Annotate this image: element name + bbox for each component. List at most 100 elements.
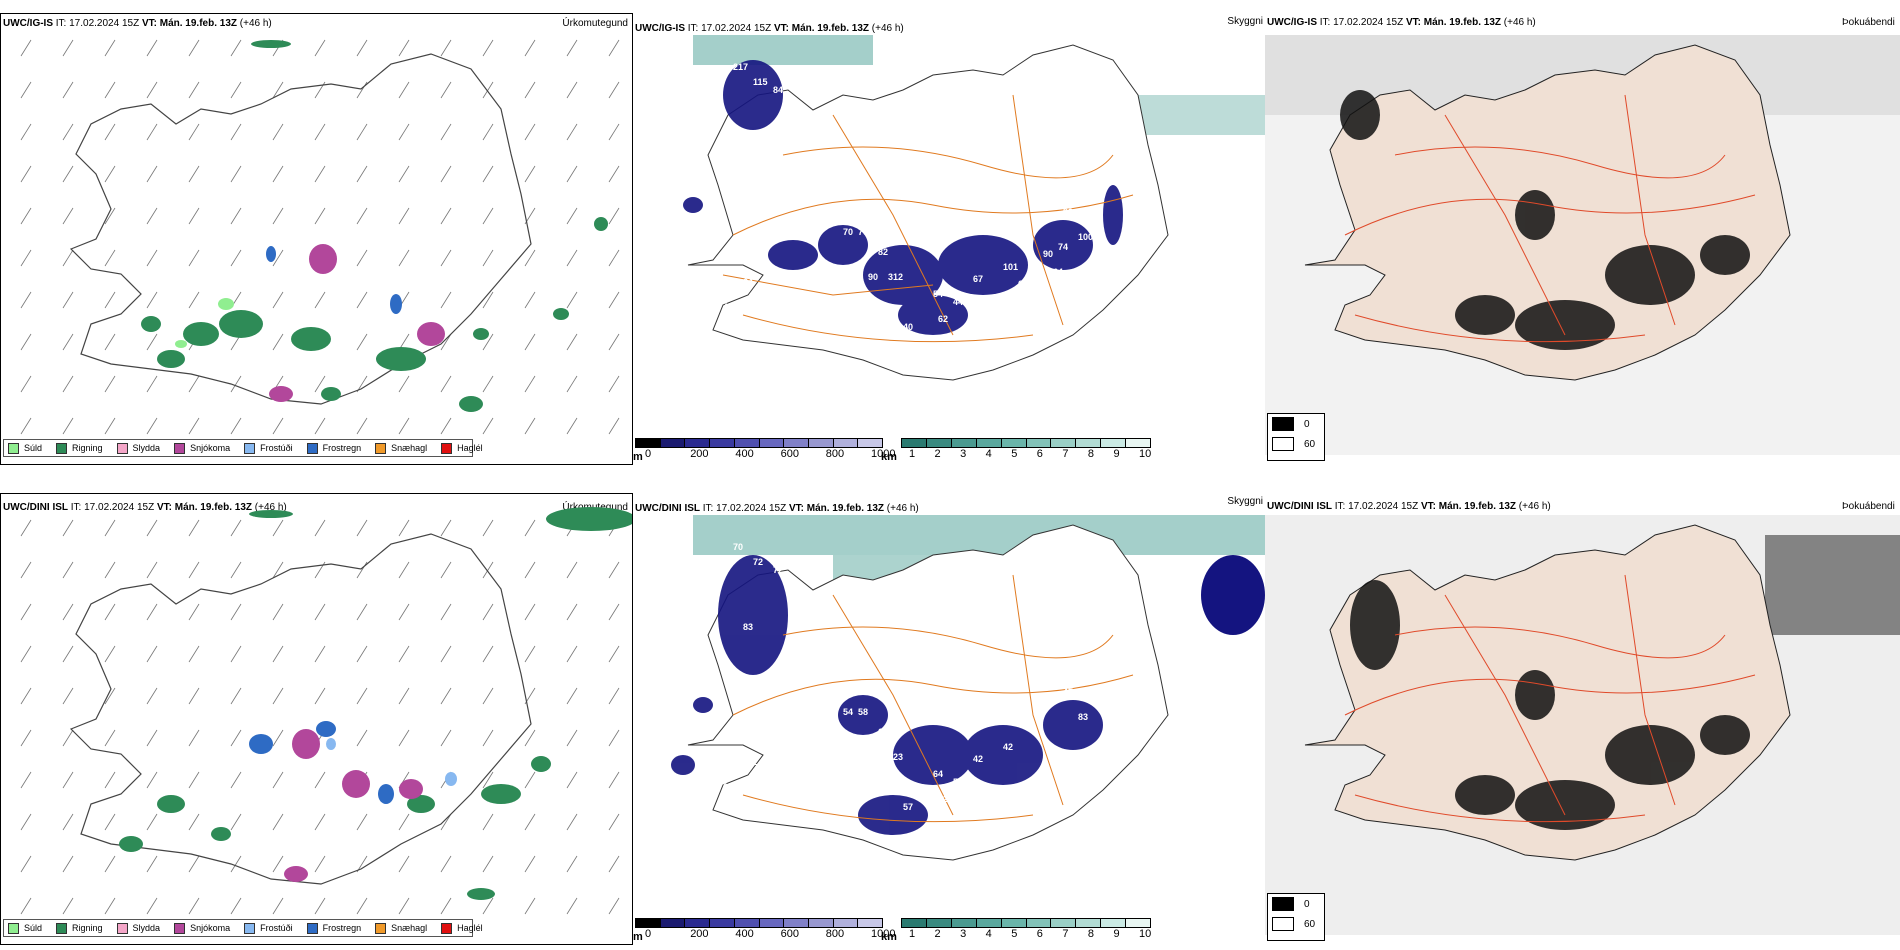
legend-swatch xyxy=(8,442,19,454)
wind-barb xyxy=(20,897,32,915)
wind-barb xyxy=(62,207,74,225)
panel-header: UWC/IG-IS IT: 17.02.2024 15Z VT: Mán. 19… xyxy=(635,23,904,34)
fog-legend-swatch xyxy=(1272,897,1294,911)
wind-barb xyxy=(608,375,620,393)
wind-barb xyxy=(314,165,326,183)
wind-barb xyxy=(356,81,368,99)
wind-barb xyxy=(20,855,32,873)
wind-barb xyxy=(608,333,620,351)
legend-swatch xyxy=(56,922,68,934)
wind-barb xyxy=(62,645,74,663)
wind-barb xyxy=(20,771,32,789)
wind-barb xyxy=(62,813,74,831)
colorbar-segment xyxy=(734,439,760,447)
legend-swatch xyxy=(116,922,128,934)
wind-barb xyxy=(566,249,578,267)
wind-barb xyxy=(398,249,410,267)
wind-barb xyxy=(356,603,368,621)
wind-barb xyxy=(524,519,536,537)
terrain-colorbar: 0 200 400 600 800 1000 xyxy=(635,918,895,940)
wind-barb xyxy=(104,897,116,915)
fog-legend-item: 0 xyxy=(1268,414,1324,434)
colorbar-segment xyxy=(1101,919,1127,927)
wind-barb xyxy=(104,603,116,621)
wind-barb xyxy=(524,81,536,99)
cloud-base-label: 223 xyxy=(888,752,903,762)
wind-barb xyxy=(566,729,578,747)
wind-barb xyxy=(398,603,410,621)
wind-barb xyxy=(188,39,200,57)
wind-barb xyxy=(146,729,158,747)
wind-barb xyxy=(566,165,578,183)
colorbar-segment xyxy=(1076,919,1102,927)
wind-barb xyxy=(62,375,74,393)
legend-item: Snæhagl xyxy=(375,922,427,934)
wind-barb xyxy=(398,165,410,183)
legend-item: Snæhagl xyxy=(375,442,427,454)
cloud-base-label: 76 xyxy=(858,227,868,237)
cloud-base-label: 64 xyxy=(878,727,888,737)
wind-barb xyxy=(20,81,32,99)
colorbar-segment xyxy=(951,439,977,447)
wind-barb xyxy=(566,39,578,57)
legend-swatch xyxy=(441,922,453,934)
wind-barb xyxy=(398,123,410,141)
wind-barb xyxy=(272,123,284,141)
cloud-base-label: 47 xyxy=(1063,687,1073,697)
wind-barb xyxy=(188,291,200,309)
colorbar-segment xyxy=(833,919,859,927)
colorbar-segment xyxy=(660,919,686,927)
visibility-unit: km xyxy=(881,451,897,463)
fog-legend-item: 0 xyxy=(1268,894,1324,914)
wind-barb xyxy=(398,561,410,579)
wind-barb xyxy=(62,333,74,351)
legend-swatch xyxy=(174,442,186,454)
wind-barb xyxy=(20,603,32,621)
wind-barb xyxy=(272,561,284,579)
colorbar-segment xyxy=(858,439,883,447)
wind-barb xyxy=(20,813,32,831)
wind-barb xyxy=(146,207,158,225)
cloud-base-label: 64 xyxy=(1053,267,1063,277)
wind-barb xyxy=(440,123,452,141)
wind-barb xyxy=(20,333,32,351)
colorbar-tick: 2 xyxy=(934,928,941,940)
wind-barb xyxy=(356,39,368,57)
wind-barb xyxy=(524,123,536,141)
wind-barb xyxy=(524,417,536,435)
wind-barb xyxy=(188,855,200,873)
wind-barb xyxy=(314,375,326,393)
colorbar-tick: 3 xyxy=(960,928,967,940)
legend-swatch xyxy=(8,922,19,934)
wind-barb xyxy=(230,165,242,183)
wind-barb xyxy=(272,771,284,789)
wind-barb xyxy=(608,249,620,267)
wind-barb xyxy=(104,123,116,141)
wind-barb xyxy=(188,249,200,267)
wind-barb xyxy=(608,165,620,183)
fog-legend-label: 0 xyxy=(1304,418,1310,430)
wind-barb xyxy=(524,39,536,57)
wind-barb xyxy=(188,375,200,393)
cloud-base-label: 54 xyxy=(843,707,853,717)
colorbar-segment xyxy=(951,919,977,927)
legend-item: Haglél xyxy=(441,442,483,454)
wind-barb xyxy=(482,645,494,663)
wind-barb xyxy=(314,645,326,663)
cloud-base-label: 42 xyxy=(973,754,983,764)
panel-title: Þokuábendi xyxy=(1842,501,1895,512)
precip-legend: Súld Rigning Slydda Snjókoma Frostúði Frostre… xyxy=(3,919,483,937)
wind-barb xyxy=(524,603,536,621)
wind-barb xyxy=(440,645,452,663)
wind-barb xyxy=(398,729,410,747)
wind-barb xyxy=(230,897,242,915)
wind-barb xyxy=(356,519,368,537)
wind-barb xyxy=(230,123,242,141)
legend-item: Haglél xyxy=(441,922,483,934)
wind-barb xyxy=(146,81,158,99)
wind-barb xyxy=(608,207,620,225)
wind-barb xyxy=(608,603,620,621)
wind-barb xyxy=(230,375,242,393)
colorbar-tick: 0 xyxy=(645,448,652,460)
cloud-base-label: 57 xyxy=(903,802,913,812)
